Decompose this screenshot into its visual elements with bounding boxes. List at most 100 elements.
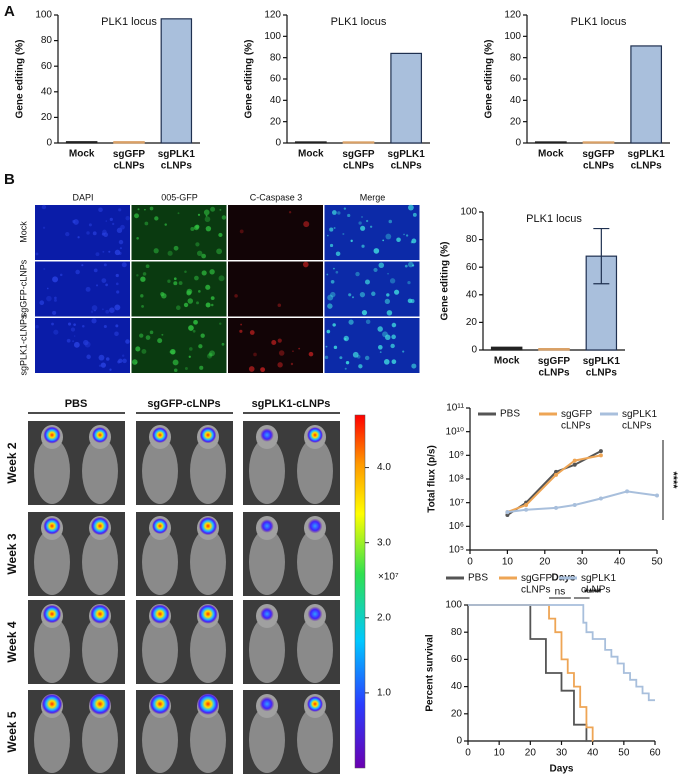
micrograph-texture — [186, 290, 192, 296]
week-label: Week 2 — [5, 442, 19, 483]
micrograph-texture — [358, 364, 363, 369]
micrograph-texture — [292, 350, 294, 353]
micrograph-texture — [308, 351, 314, 357]
image-row-label: Mock — [18, 221, 28, 243]
micrograph-texture — [201, 270, 207, 276]
micrograph-texture — [92, 231, 97, 236]
micrograph-texture — [41, 204, 47, 210]
micrograph-texture — [105, 220, 108, 222]
micrograph-texture — [141, 304, 144, 308]
micrograph-texture — [173, 281, 178, 286]
text-line: sgGFP — [561, 409, 592, 420]
mouse-body — [34, 617, 70, 683]
mouse-body — [142, 438, 178, 504]
mouse-body — [190, 617, 226, 683]
micrograph-texture — [141, 349, 147, 354]
y-tick-label: 100 — [35, 10, 52, 21]
image-row-label: sgGFP-cLNPs — [18, 259, 28, 317]
micrograph-texture — [298, 347, 301, 350]
micrograph-texture — [234, 294, 238, 298]
micrograph-texture — [364, 279, 370, 285]
micrograph-texture — [98, 207, 103, 213]
mouse-body — [249, 617, 285, 683]
mouse-body — [190, 529, 226, 595]
micrograph-texture — [201, 253, 206, 259]
micrograph-texture — [103, 325, 107, 329]
micrograph-texture — [136, 236, 139, 240]
micrograph-texture — [149, 206, 154, 211]
micrograph-texture — [199, 365, 204, 370]
bar — [65, 141, 98, 144]
micrograph-texture — [103, 232, 109, 237]
micrograph-texture — [196, 301, 199, 305]
micrograph-texture — [382, 239, 385, 242]
micrograph-texture — [195, 242, 200, 247]
micrograph-texture — [384, 298, 391, 304]
x-tick-label: sgGFP cLNPs — [538, 356, 571, 379]
micrograph-texture — [337, 211, 341, 215]
micrograph-texture — [136, 274, 139, 277]
micrograph-texture — [184, 270, 187, 273]
signal — [260, 519, 274, 533]
mouse-body — [190, 707, 226, 773]
signal — [197, 693, 219, 715]
x-tick-label: Mock — [494, 356, 520, 367]
text-line: cLNPs — [622, 420, 651, 431]
text-line: sgGFP — [582, 149, 615, 160]
y-axis-label: Gene editing (%) — [440, 242, 451, 321]
micrograph-texture — [108, 250, 111, 253]
micrograph-texture — [373, 267, 378, 273]
text-line: cLNPs — [391, 160, 423, 171]
x-tick-label: 50 — [651, 557, 663, 568]
micrograph-texture — [302, 261, 309, 268]
y-axis-label: Gene editing (%) — [484, 40, 495, 119]
micrograph-texture — [333, 345, 338, 350]
chart-title: PLK1 locus — [331, 16, 387, 28]
point — [572, 502, 577, 507]
micrograph-texture — [86, 354, 91, 360]
micrograph-texture — [378, 262, 385, 269]
micrograph-texture — [352, 296, 354, 299]
micrograph-texture — [396, 237, 401, 243]
signal — [92, 427, 108, 443]
legend-label: PBS — [500, 409, 520, 420]
signal — [149, 693, 171, 715]
mouse-body — [82, 438, 118, 504]
micrograph-texture — [116, 290, 120, 294]
text-line: cLNPs — [521, 584, 550, 595]
micrograph-texture — [116, 227, 123, 234]
micrograph-texture — [54, 296, 57, 300]
micrograph-texture — [167, 250, 173, 256]
bar — [294, 141, 327, 144]
micrograph — [228, 261, 323, 317]
micrograph-texture — [248, 366, 255, 372]
micrograph-texture — [196, 250, 203, 256]
micrograph-texture — [209, 269, 215, 275]
micrograph-texture — [407, 298, 413, 304]
text-line: cLNPs — [161, 160, 193, 171]
micrograph-texture — [52, 310, 57, 315]
y-tick-label: 0 — [471, 345, 477, 356]
y-tick-label: 80 — [510, 52, 522, 63]
y-tick-label: 100 — [460, 207, 477, 218]
micrograph-texture — [70, 327, 76, 332]
micrograph-texture — [335, 251, 341, 257]
mouse-body — [34, 707, 70, 773]
x-tick-label: sgPLK1 cLNPs — [388, 149, 426, 172]
micrograph-texture — [187, 298, 194, 304]
signal — [43, 517, 61, 535]
signal — [43, 426, 61, 444]
micrograph-texture — [391, 359, 397, 365]
x-tick-label: 40 — [587, 748, 599, 759]
micrograph-texture — [115, 282, 119, 286]
micrograph-texture — [330, 291, 336, 298]
micrograph-texture — [77, 236, 80, 239]
micrograph-texture — [188, 355, 191, 358]
signal — [307, 606, 323, 622]
micrograph-texture — [178, 281, 183, 285]
micrograph-texture — [83, 339, 89, 346]
x-tick-label: Mock — [298, 149, 324, 160]
colorbar-tick-label: 1.0 — [377, 688, 391, 699]
text-line: sgPLK1 — [581, 573, 616, 584]
micrograph-texture — [135, 346, 141, 352]
